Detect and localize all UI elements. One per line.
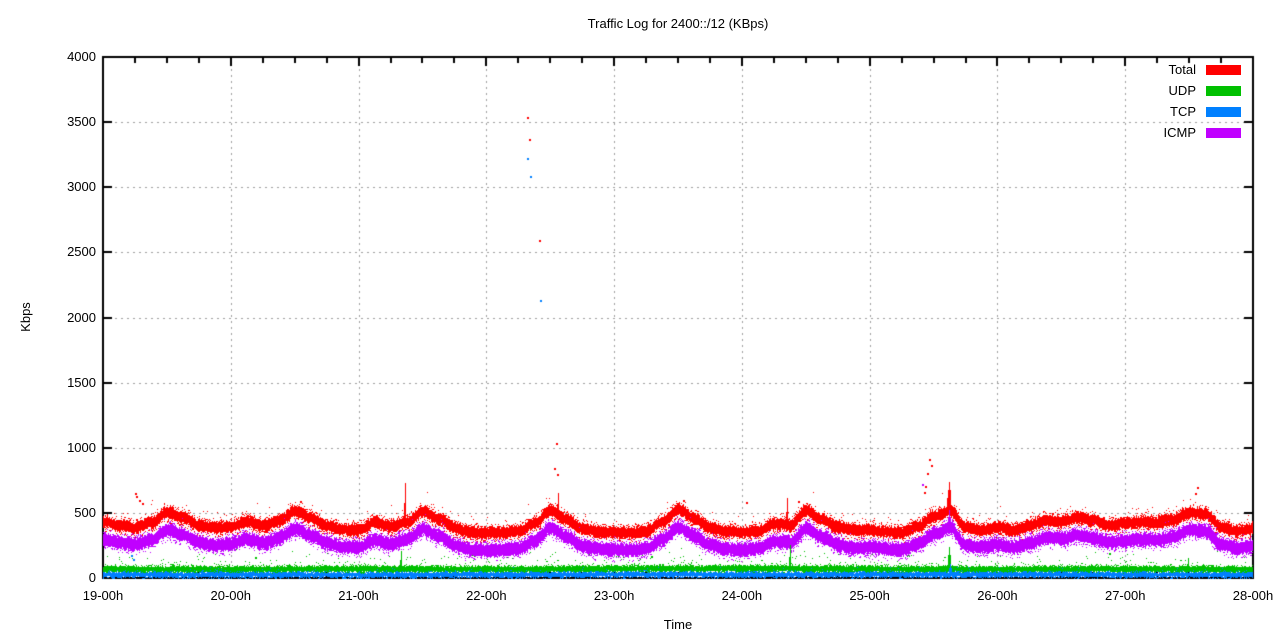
legend-label-total: Total xyxy=(1168,62,1196,77)
y-tick-label: 2000 xyxy=(67,309,96,325)
y-tick-label: 3000 xyxy=(67,179,96,195)
legend-label-icmp: ICMP xyxy=(1163,125,1197,140)
y-tick-label: 0 xyxy=(88,570,96,585)
x-tick-label: 22-00h xyxy=(466,588,507,603)
legend-swatch-icmp xyxy=(1206,128,1241,138)
x-tick-label: 21-00h xyxy=(338,588,379,603)
y-tick-label: 1500 xyxy=(67,374,96,390)
x-tick-label: 19-00h xyxy=(82,588,124,603)
x-tick-label: 28-00h xyxy=(1232,588,1274,603)
x-axis-title: Time xyxy=(663,617,693,632)
x-tick-label: 20-00h xyxy=(210,588,251,603)
y-tick-label: 2500 xyxy=(67,244,96,260)
legend-label-tcp: TCP xyxy=(1170,104,1196,119)
legend-label-udp: UDP xyxy=(1168,83,1196,98)
legend-swatch-total xyxy=(1206,65,1241,75)
x-tick-label: 24-00h xyxy=(721,588,763,603)
x-tick-label: 25-00h xyxy=(849,588,890,603)
x-tick-label: 26-00h xyxy=(977,588,1018,603)
y-tick-label: 1000 xyxy=(67,439,96,455)
legend-swatch-tcp xyxy=(1206,107,1241,117)
legend-swatch-udp xyxy=(1206,86,1241,96)
y-tick-label: 500 xyxy=(74,504,96,520)
y-tick-label: 3500 xyxy=(67,114,96,130)
y-tick-label: 4000 xyxy=(67,49,96,64)
x-tick-label: 23-00h xyxy=(593,588,635,603)
x-tick-label: 27-00h xyxy=(1104,588,1146,603)
chart-title: Traffic Log for 2400::/12 (KBps) xyxy=(587,16,769,31)
